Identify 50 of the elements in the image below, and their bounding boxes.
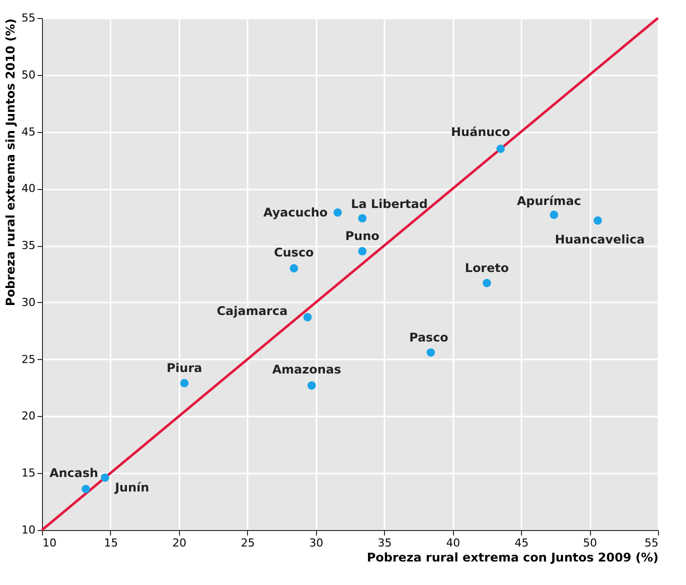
point <box>82 484 90 494</box>
x-axis-title: Pobreza rural extrema con Juntos 2009 (%) <box>366 550 658 564</box>
annotation: Ayacucho <box>263 206 328 220</box>
x-tick-label: 15 <box>104 536 118 550</box>
annotation: Cusco <box>274 245 314 260</box>
x-tick-label: 25 <box>240 536 255 550</box>
x-tick-label: 50 <box>583 536 598 550</box>
y-tick-label: 15 <box>22 466 36 480</box>
y-tick-label: 35 <box>22 239 36 252</box>
annotation: Ancash <box>49 466 98 480</box>
annotation: Loreto <box>464 261 509 276</box>
y-tick-label: 30 <box>22 296 36 309</box>
point <box>358 247 367 256</box>
annotation: Junín <box>114 480 150 495</box>
x-tick-label: 55 <box>644 536 658 550</box>
annotation: Puno <box>345 229 380 244</box>
point <box>307 381 316 390</box>
y-tick-label: 55 <box>22 12 36 24</box>
annotation: Huánuco <box>451 124 510 139</box>
x-tick-label: 30 <box>309 536 324 550</box>
annotation: Huancavelica <box>554 232 645 247</box>
annotation: Cajamarca <box>216 304 288 318</box>
annotation: Piura <box>166 361 202 376</box>
y-tick-label: 20 <box>22 410 36 423</box>
x-tick-label: 40 <box>446 536 460 550</box>
y-tick-label: 50 <box>22 68 36 82</box>
x-tick-label: 35 <box>378 536 392 550</box>
point <box>358 214 367 222</box>
point <box>100 473 110 482</box>
point <box>550 210 558 220</box>
point <box>482 278 492 288</box>
y-tick-label: 45 <box>22 125 36 138</box>
annotation: Amazonas <box>272 362 342 376</box>
y-axis-title: Pobreza rural extrema sin Juntos 2010 (%) <box>4 18 18 306</box>
point <box>426 348 435 357</box>
annotation: La Libertad <box>350 197 428 212</box>
x-tick-label: 45 <box>514 536 529 550</box>
point <box>303 313 312 322</box>
point <box>496 144 505 154</box>
annotation: Pasco <box>409 330 448 345</box>
y-tick-label: 25 <box>22 352 36 366</box>
y-tick-label: 40 <box>22 182 36 196</box>
point <box>290 264 298 272</box>
point <box>594 216 602 225</box>
point <box>180 379 189 388</box>
annotation: Apurímac <box>516 194 582 208</box>
point <box>333 208 342 217</box>
x-tick-label: 10 <box>42 536 56 550</box>
y-tick-label: 10 <box>22 524 36 536</box>
x-tick-label: 20 <box>172 536 186 550</box>
